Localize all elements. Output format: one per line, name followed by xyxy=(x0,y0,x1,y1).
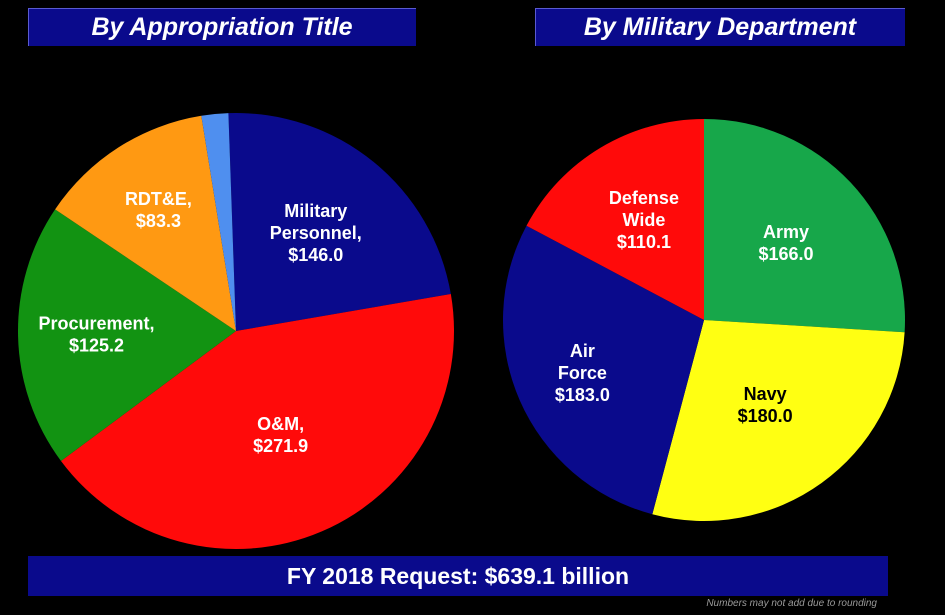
slice-label-department-1-1: $180.0 xyxy=(738,406,793,426)
pie-slice-department-2 xyxy=(503,225,704,515)
slice-label-appropriation-2-1: $125.2 xyxy=(69,335,124,355)
slice-label-appropriation-0-2: $146.0 xyxy=(288,245,343,265)
slice-label-department-3-1: Wide xyxy=(623,210,666,230)
slice-label-department-1-0: Navy xyxy=(744,384,787,404)
slice-label-department-0-1: $166.0 xyxy=(758,244,813,264)
slice-label-appropriation-3-1: $83.3 xyxy=(136,211,181,231)
slice-label-department-2-2: $183.0 xyxy=(555,385,610,405)
chart-title-appropriation: By Appropriation Title xyxy=(28,8,416,46)
slice-label-appropriation-2-0: Procurement, xyxy=(38,313,154,333)
pie-slice-appropriation-2 xyxy=(17,209,237,461)
pie-slice-appropriation-3 xyxy=(55,115,237,331)
slice-label-department-0-0: Army xyxy=(763,222,809,242)
footnote: Numbers may not add due to rounding xyxy=(706,598,877,609)
slice-label-department-3-0: Defense xyxy=(609,188,679,208)
slice-label-appropriation-3-0: RDT&E, xyxy=(125,189,192,209)
total-request-banner: FY 2018 Request: $639.1 billion xyxy=(28,556,888,596)
slice-label-appropriation-1-1: $271.9 xyxy=(253,436,308,456)
slice-label-department-2-1: Force xyxy=(558,363,607,383)
pie-slice-appropriation-1 xyxy=(60,294,454,549)
slice-label-appropriation-0-0: Military xyxy=(284,201,347,221)
pie-slice-department-0 xyxy=(704,119,905,333)
slice-label-department-2-0: Air xyxy=(570,341,595,361)
pie-slice-department-3 xyxy=(526,119,704,320)
slice-label-appropriation-0-1: Personnel, xyxy=(270,223,362,243)
slice-label-department-3-2: $110.1 xyxy=(617,232,671,252)
pie-slice-department-1 xyxy=(652,320,905,521)
chart-title-department: By Military Department xyxy=(535,8,905,46)
slice-label-appropriation-1-0: O&M, xyxy=(257,414,304,434)
pie-slice-appropriation-0 xyxy=(228,113,451,331)
pie-slice-appropriation-4 xyxy=(201,113,236,331)
